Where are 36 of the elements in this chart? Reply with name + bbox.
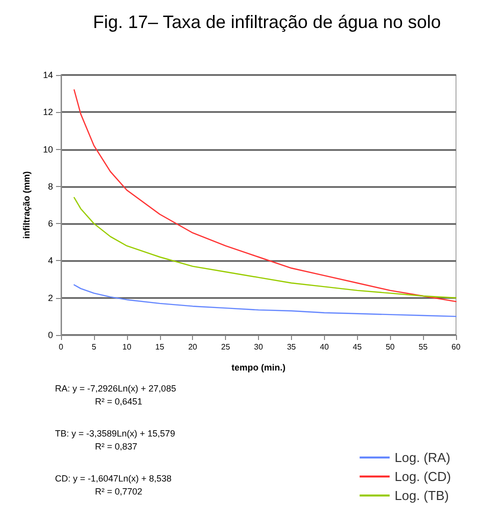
x-tick-label: 5	[92, 342, 97, 352]
x-tick-label: 40	[320, 342, 330, 352]
y-tick-label: 4	[48, 256, 53, 266]
chart-title: Fig. 17– Taxa de infiltração de água no solo	[93, 12, 441, 32]
x-tick-label: 60	[452, 342, 461, 352]
x-tick-label: 35	[286, 342, 296, 352]
text: RA: y = -7,2926Ln(x) + 27,085	[55, 384, 176, 394]
x-tick-label: 55	[418, 342, 428, 352]
legend-label: Log. (TB)	[394, 488, 449, 503]
y-tick-label: 8	[48, 181, 53, 192]
legend-label: Log. (RA)	[394, 450, 450, 465]
line-series	[74, 89, 457, 302]
y-tick-label: 6	[48, 218, 53, 229]
x-tick-label: 0	[58, 342, 64, 352]
x-tick-label: 45	[352, 342, 362, 352]
y-tick-label: 10	[42, 144, 53, 154]
x-axis-title: tempo (min.)	[232, 362, 286, 372]
x-tick-label: 50	[386, 342, 396, 352]
x-tick-label: 20	[188, 342, 198, 352]
text: R² = 0,837	[95, 442, 138, 452]
text: R² = 0,7702	[95, 486, 142, 496]
y-tick-label: 2	[48, 292, 53, 303]
y-tick-label: 0	[48, 330, 53, 340]
text: R² = 0,6451	[95, 396, 142, 406]
y-tick-label: 12	[42, 107, 53, 118]
x-tick-label: 30	[254, 342, 264, 352]
x-tick-label: 15	[155, 342, 165, 352]
x-tick-label: 25	[221, 342, 231, 352]
text: TB: y = -3,3589Ln(x) + 15,579	[55, 428, 176, 438]
x-tick-label: 10	[122, 342, 132, 352]
y-axis-title: infiltração (mm)	[22, 171, 32, 239]
line-series	[74, 284, 457, 318]
legend-label: Log. (CD)	[394, 469, 452, 484]
line-series	[74, 196, 457, 298]
y-tick-label: 14	[42, 70, 53, 80]
text: CD: y = -1,6047Ln(x) + 8,538	[55, 474, 172, 484]
